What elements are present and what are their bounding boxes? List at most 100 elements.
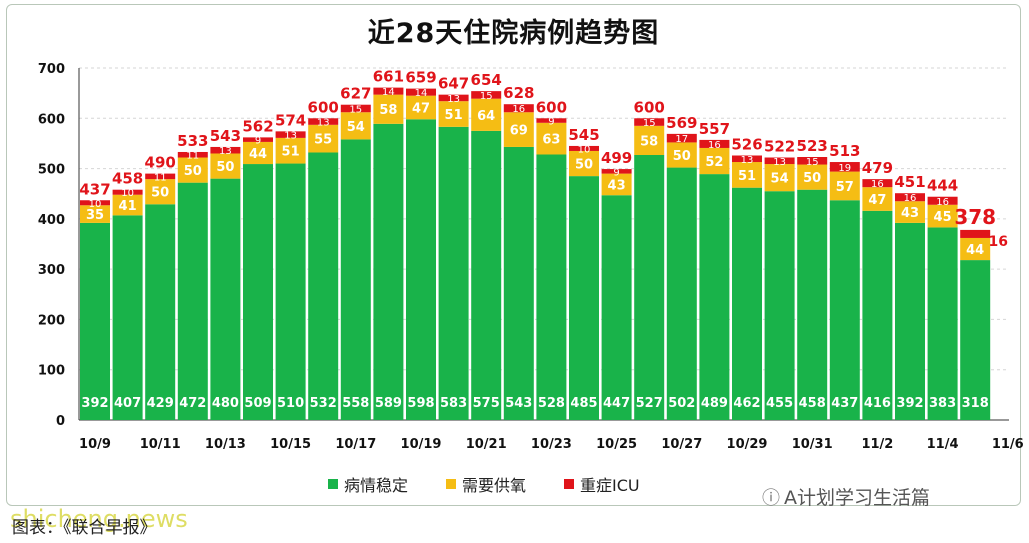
label-icu: 14 (382, 87, 395, 98)
label-total: 522 (764, 138, 795, 156)
x-tick-label: 10/11 (140, 437, 181, 452)
label-icu: 15 (480, 91, 493, 102)
bar-icu (80, 200, 110, 206)
y-tick-label: 200 (38, 313, 65, 328)
bar-stable (243, 164, 273, 420)
label-stable: 447 (603, 396, 630, 411)
label-oxygen: 58 (640, 134, 658, 149)
x-tick-label: 10/29 (727, 437, 768, 452)
label-stable: 455 (766, 396, 793, 411)
label-icu: 10 (578, 144, 591, 155)
bar-icu (243, 137, 273, 142)
bar-oxygen (960, 237, 991, 261)
label-total: 513 (829, 142, 860, 160)
label-stable: 528 (538, 396, 565, 411)
label-total: 437 (79, 180, 110, 198)
bar-icu (503, 104, 534, 113)
x-tick-label: 10/31 (792, 437, 833, 452)
legend-label-stable: 病情稳定 (344, 476, 409, 495)
bar-oxygen (210, 153, 241, 179)
bar-icu (438, 94, 469, 102)
label-oxygen: 50 (803, 171, 821, 186)
bar-stable (275, 163, 306, 421)
y-tick-label: 500 (38, 163, 65, 178)
bar-stable (601, 195, 632, 420)
bar-stable (536, 154, 567, 420)
label-stable: 509 (244, 396, 271, 411)
label-total: 600 (634, 98, 665, 116)
bar-oxygen (666, 142, 697, 168)
bar-stable (699, 174, 730, 420)
bar-oxygen (829, 171, 860, 201)
bar-stable (471, 130, 502, 420)
x-tick-label: 11/2 (861, 437, 893, 452)
label-icu: 13 (219, 146, 232, 157)
bar-oxygen (569, 150, 599, 177)
label-icu: 16 (871, 179, 884, 190)
legend-item-icu: 重症ICU (564, 472, 640, 496)
label-total: 378 (954, 205, 996, 229)
label-icu: 13 (447, 94, 460, 105)
bar-icu (406, 88, 436, 96)
bar-stable (732, 187, 762, 420)
label-stable: 510 (277, 396, 304, 411)
label-total: 499 (601, 149, 632, 167)
y-tick-label: 700 (38, 62, 65, 77)
label-icu: 9 (255, 136, 261, 147)
label-total: 523 (797, 137, 828, 155)
legend-swatch-stable (328, 479, 338, 489)
label-total: 661 (373, 68, 404, 86)
bar-stable (177, 182, 208, 420)
label-oxygen: 50 (673, 149, 691, 164)
bar-icu (275, 131, 306, 138)
bar-oxygen (177, 157, 208, 183)
bar-stable (340, 139, 371, 421)
label-stable: 416 (864, 396, 891, 411)
label-oxygen: 41 (119, 199, 137, 214)
label-oxygen: 51 (738, 169, 756, 184)
bar-oxygen (80, 205, 110, 223)
x-tick-label: 11/6 (992, 437, 1024, 452)
label-total: 659 (405, 69, 436, 87)
bar-stable (210, 178, 241, 420)
label-oxygen: 50 (575, 158, 593, 173)
bar-icu (960, 229, 991, 238)
bar-stable (308, 152, 339, 421)
label-stable: 502 (668, 396, 695, 411)
bar-stable (829, 200, 860, 420)
label-oxygen: 50 (216, 160, 234, 175)
label-icu: 19 (838, 163, 851, 174)
bar-icu (210, 146, 241, 154)
label-stable: 558 (342, 396, 369, 411)
label-oxygen: 69 (510, 124, 528, 139)
bar-oxygen (406, 95, 436, 120)
bar-oxygen (536, 122, 567, 155)
bar-oxygen (895, 201, 925, 223)
label-oxygen: 35 (86, 208, 104, 223)
label-stable: 583 (440, 396, 467, 411)
bar-stable (895, 222, 925, 420)
label-icu: 11 (154, 172, 167, 183)
label-total: 451 (894, 173, 925, 191)
bar-icu (666, 133, 697, 143)
label-stable: 392 (81, 396, 108, 411)
y-tick-label: 400 (38, 213, 65, 228)
label-stable: 458 (799, 396, 826, 411)
x-tick-label: 10/23 (531, 437, 572, 452)
label-icu: 10 (121, 188, 134, 199)
label-total: 574 (275, 111, 306, 129)
x-tick-label: 10/9 (79, 437, 111, 452)
label-icu: 13 (773, 157, 786, 168)
legend-item-stable: 病情稳定 (328, 472, 408, 496)
label-icu: 9 (548, 117, 554, 128)
label-oxygen: 45 (934, 210, 952, 225)
label-stable: 407 (114, 396, 141, 411)
bar-stable (438, 126, 469, 420)
label-total: 627 (340, 85, 371, 103)
x-tick-label: 10/19 (401, 437, 442, 452)
bar-stable (960, 260, 991, 420)
brand-tag: ⓘ A计划学习生活篇 (762, 483, 930, 510)
bar-icu (536, 118, 567, 123)
label-oxygen: 50 (151, 186, 169, 201)
bar-icu (764, 157, 795, 165)
